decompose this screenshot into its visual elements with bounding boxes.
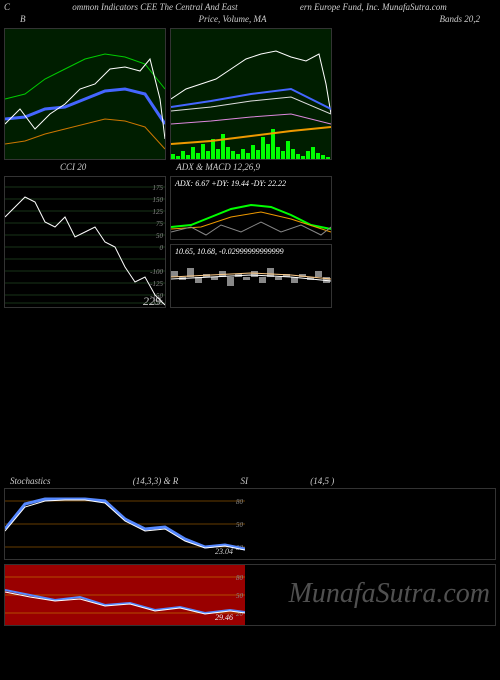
bt-right: (14,5 ) xyxy=(310,476,334,486)
bottom-title: Stochastics (14,3,3) & R SI (14,5 ) xyxy=(0,470,500,488)
svg-text:23.04: 23.04 xyxy=(215,547,233,556)
svg-text:50: 50 xyxy=(156,232,164,240)
chart-stoch: 80502023.04 xyxy=(4,488,496,560)
row-1 xyxy=(0,28,500,160)
row1-titles: B Price, Volume, MA Bands 20,2 xyxy=(0,14,500,28)
chart-rsi: 80502029.46 xyxy=(4,564,496,626)
svg-text:229: 229 xyxy=(143,294,161,307)
hdr-center: ommon Indicators CEE The Central And Eas… xyxy=(72,2,237,12)
title-adx: ADX & MACD 12,26,9 xyxy=(176,162,260,176)
svg-text:0: 0 xyxy=(160,244,164,252)
svg-text:75: 75 xyxy=(156,220,164,228)
svg-text:-100: -100 xyxy=(150,268,163,276)
title-cci: CCI 20 xyxy=(60,162,86,176)
svg-text:50: 50 xyxy=(236,592,244,600)
svg-text:50: 50 xyxy=(236,521,244,529)
svg-text:-125: -125 xyxy=(150,280,163,288)
svg-text:150: 150 xyxy=(153,196,164,204)
row2-titles: CCI 20 ADX & MACD 12,26,9 xyxy=(0,162,500,176)
title-price: Price, Volume, MA xyxy=(199,14,267,28)
svg-text:29.46: 29.46 xyxy=(215,613,233,622)
chart-macd: 10.65, 10.68, -0.02999999999999 xyxy=(170,244,332,308)
svg-text:80: 80 xyxy=(236,574,244,582)
page-header: C ommon Indicators CEE The Central And E… xyxy=(0,0,500,14)
title-bands: Bands 20,2 xyxy=(439,14,480,28)
bt-left: Stochastics xyxy=(10,476,51,486)
title-bb: B xyxy=(20,14,26,28)
hdr-right: ern Europe Fund, Inc. MunafaSutra.com xyxy=(300,2,447,12)
adx-label: ADX: 6.67 +DY: 19.44 -DY: 22.22 xyxy=(175,179,286,188)
hdr-left: C xyxy=(4,2,10,12)
chart-cci: 17515012575500-100-125-150-175229 xyxy=(4,176,166,308)
bt-m2: SI xyxy=(241,476,249,486)
svg-text:175: 175 xyxy=(153,184,164,192)
chart-price xyxy=(170,28,332,160)
svg-text:80: 80 xyxy=(236,498,244,506)
macd-label: 10.65, 10.68, -0.02999999999999 xyxy=(175,247,284,256)
row-2: 17515012575500-100-125-150-175229 ADX: 6… xyxy=(0,176,500,308)
svg-text:125: 125 xyxy=(153,208,164,216)
chart-adx: ADX: 6.67 +DY: 19.44 -DY: 22.22 xyxy=(170,176,332,240)
adx-macd-stack: ADX: 6.67 +DY: 19.44 -DY: 22.22 10.65, 1… xyxy=(170,176,332,308)
bt-m1: (14,3,3) & R xyxy=(133,476,179,486)
row-stoch: 80502023.04 80502029.46 xyxy=(0,488,500,626)
chart-bbands xyxy=(4,28,166,160)
